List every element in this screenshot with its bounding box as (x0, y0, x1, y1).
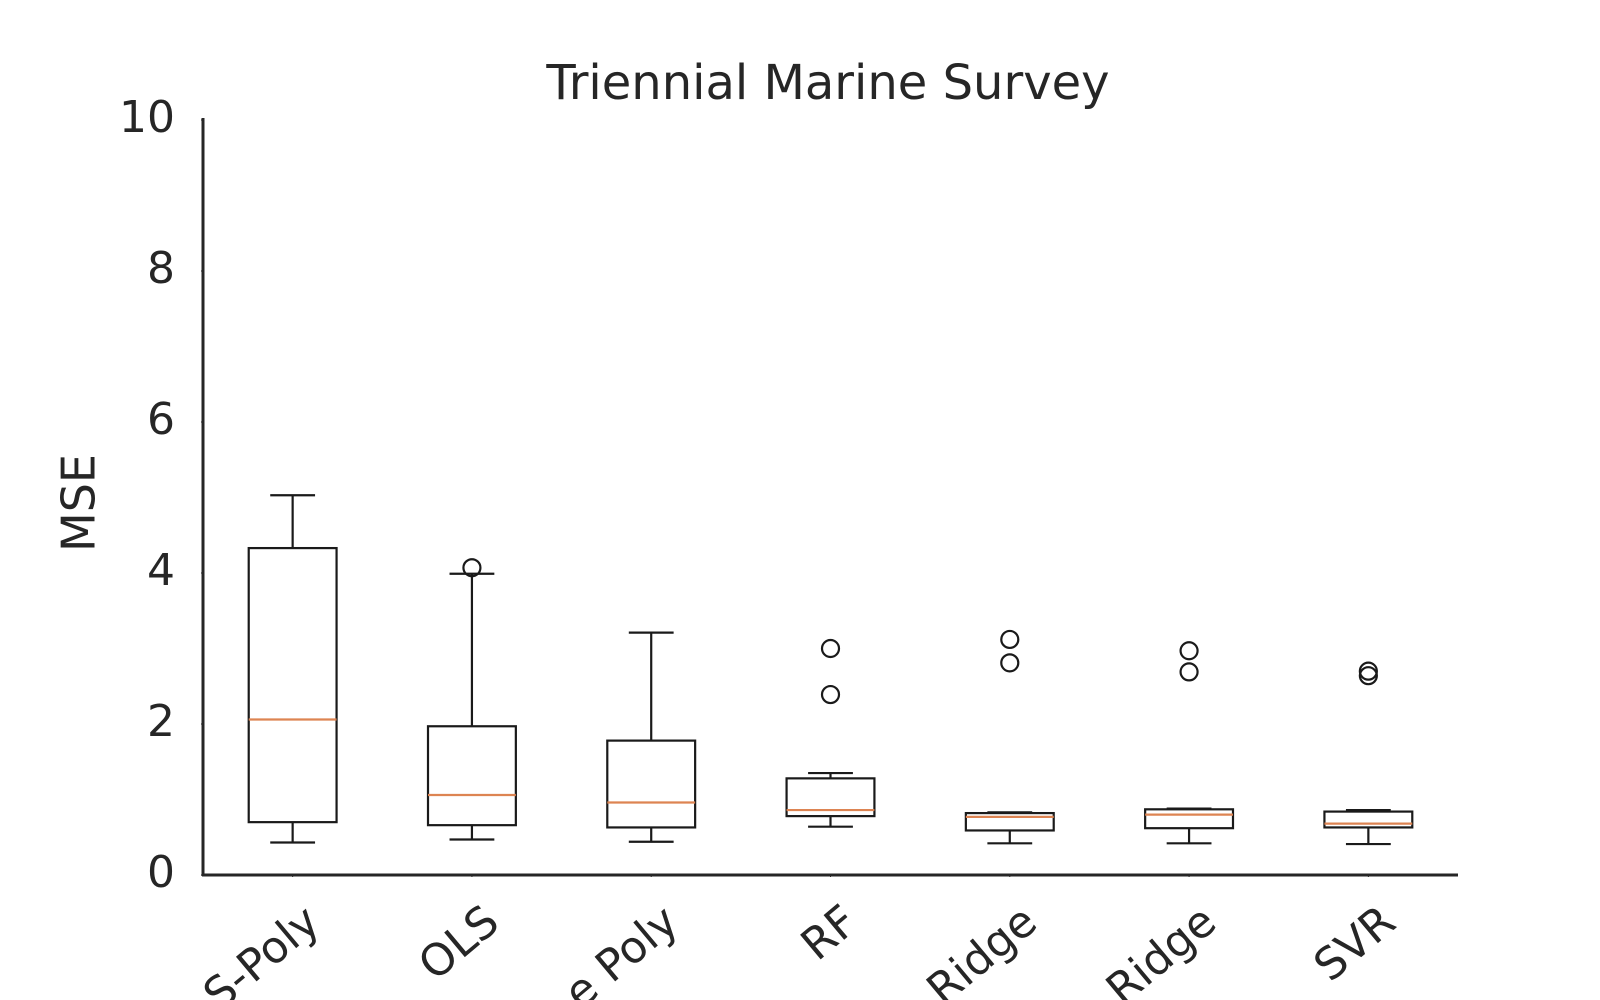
y-tick-label: 10 (119, 92, 175, 143)
x-tick-label: e Poly (555, 896, 688, 1000)
x-tick-label: OLS (409, 896, 508, 991)
x-tick-label: SVR (1304, 896, 1405, 992)
flier (1000, 653, 1020, 673)
box (1144, 808, 1235, 830)
x-tick-label: S-Poly (194, 896, 329, 1000)
flier (1179, 662, 1199, 682)
flier (820, 638, 841, 659)
box (606, 739, 697, 829)
box (785, 777, 876, 818)
x-tick-label: Ridge (1097, 896, 1226, 1000)
box (964, 811, 1055, 832)
flier (1179, 641, 1199, 661)
x-tick-label: RF (792, 896, 868, 971)
y-tick-label: 2 (147, 696, 175, 747)
y-tick-label: 0 (147, 847, 175, 898)
flier (1358, 666, 1378, 686)
box (426, 725, 517, 827)
box (1323, 810, 1414, 829)
flier (820, 684, 841, 705)
y-axis-label: MSE (52, 454, 106, 552)
flier (462, 558, 482, 578)
y-tick-label: 8 (147, 243, 175, 294)
flier (1000, 629, 1020, 650)
x-tick-label: Ridge (917, 896, 1046, 1000)
box (247, 546, 338, 824)
flier (1358, 661, 1378, 681)
y-tick-label: 4 (147, 545, 175, 596)
chart-title: Triennial Marine Survey (545, 55, 1109, 111)
y-tick-label: 6 (147, 394, 175, 445)
